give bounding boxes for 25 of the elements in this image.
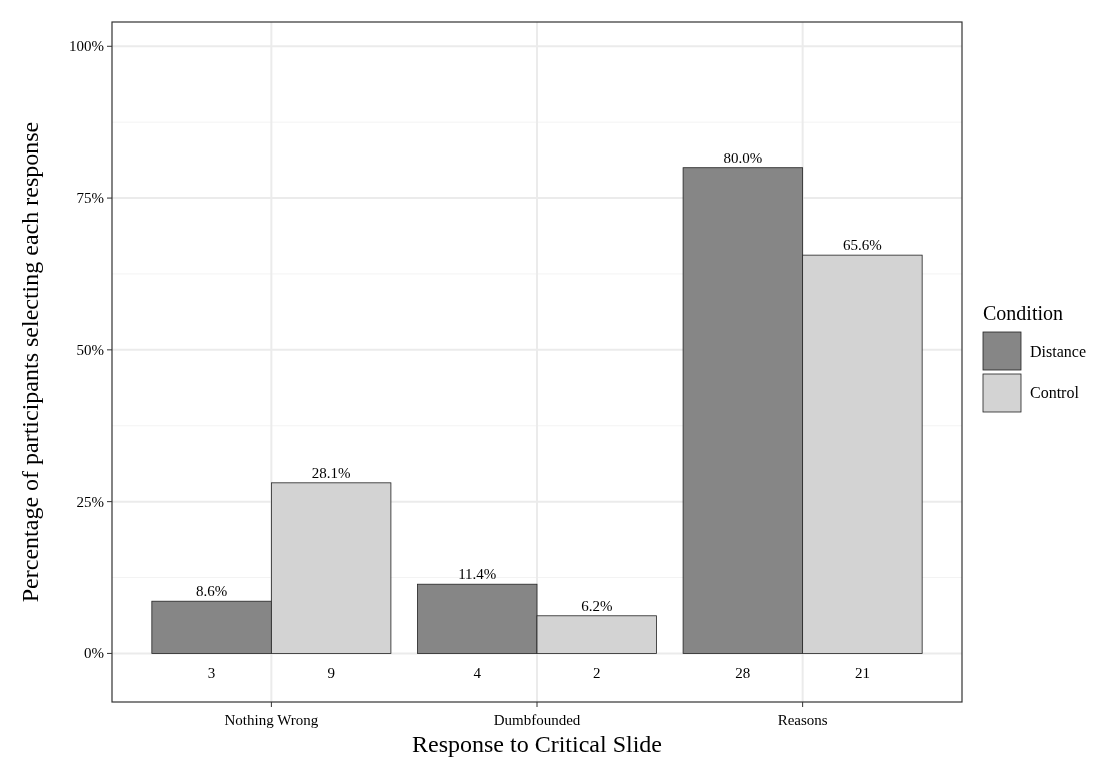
data-label: 80.0% [723,149,763,166]
data-label: 8.6% [195,583,228,600]
annotation: 2 [593,665,601,682]
data-label: 65.6% [843,237,882,254]
x-axis-title: Response to Critical Slide [412,731,662,757]
y-axis-title: Percentage of participants selecting each response [17,121,43,603]
annotation: 9 [327,665,335,682]
x-tick-label: Nothing Wrong [224,712,319,728]
legend-label: Distance [1030,343,1086,360]
legend-label: Control [1030,384,1080,401]
x-tick-label: Dumbfounded [493,712,581,728]
data-label: 11.4% [458,566,497,583]
y-tick-label: 100% [69,38,104,55]
x-tick-label: Reasons [777,712,828,728]
legend-title: Condition [983,302,1064,324]
y-tick-label: 25% [76,493,104,510]
data-label: 6.2% [581,597,613,614]
annotation: 21 [854,665,870,682]
y-tick-label: 0% [84,645,104,662]
data-label: 28.1% [311,464,351,481]
y-tick-label: 50% [76,341,104,358]
y-tick-label: 75% [76,190,104,207]
annotation: 28 [735,665,751,682]
annotation: 4 [473,665,482,682]
annotation: 3 [207,665,216,682]
